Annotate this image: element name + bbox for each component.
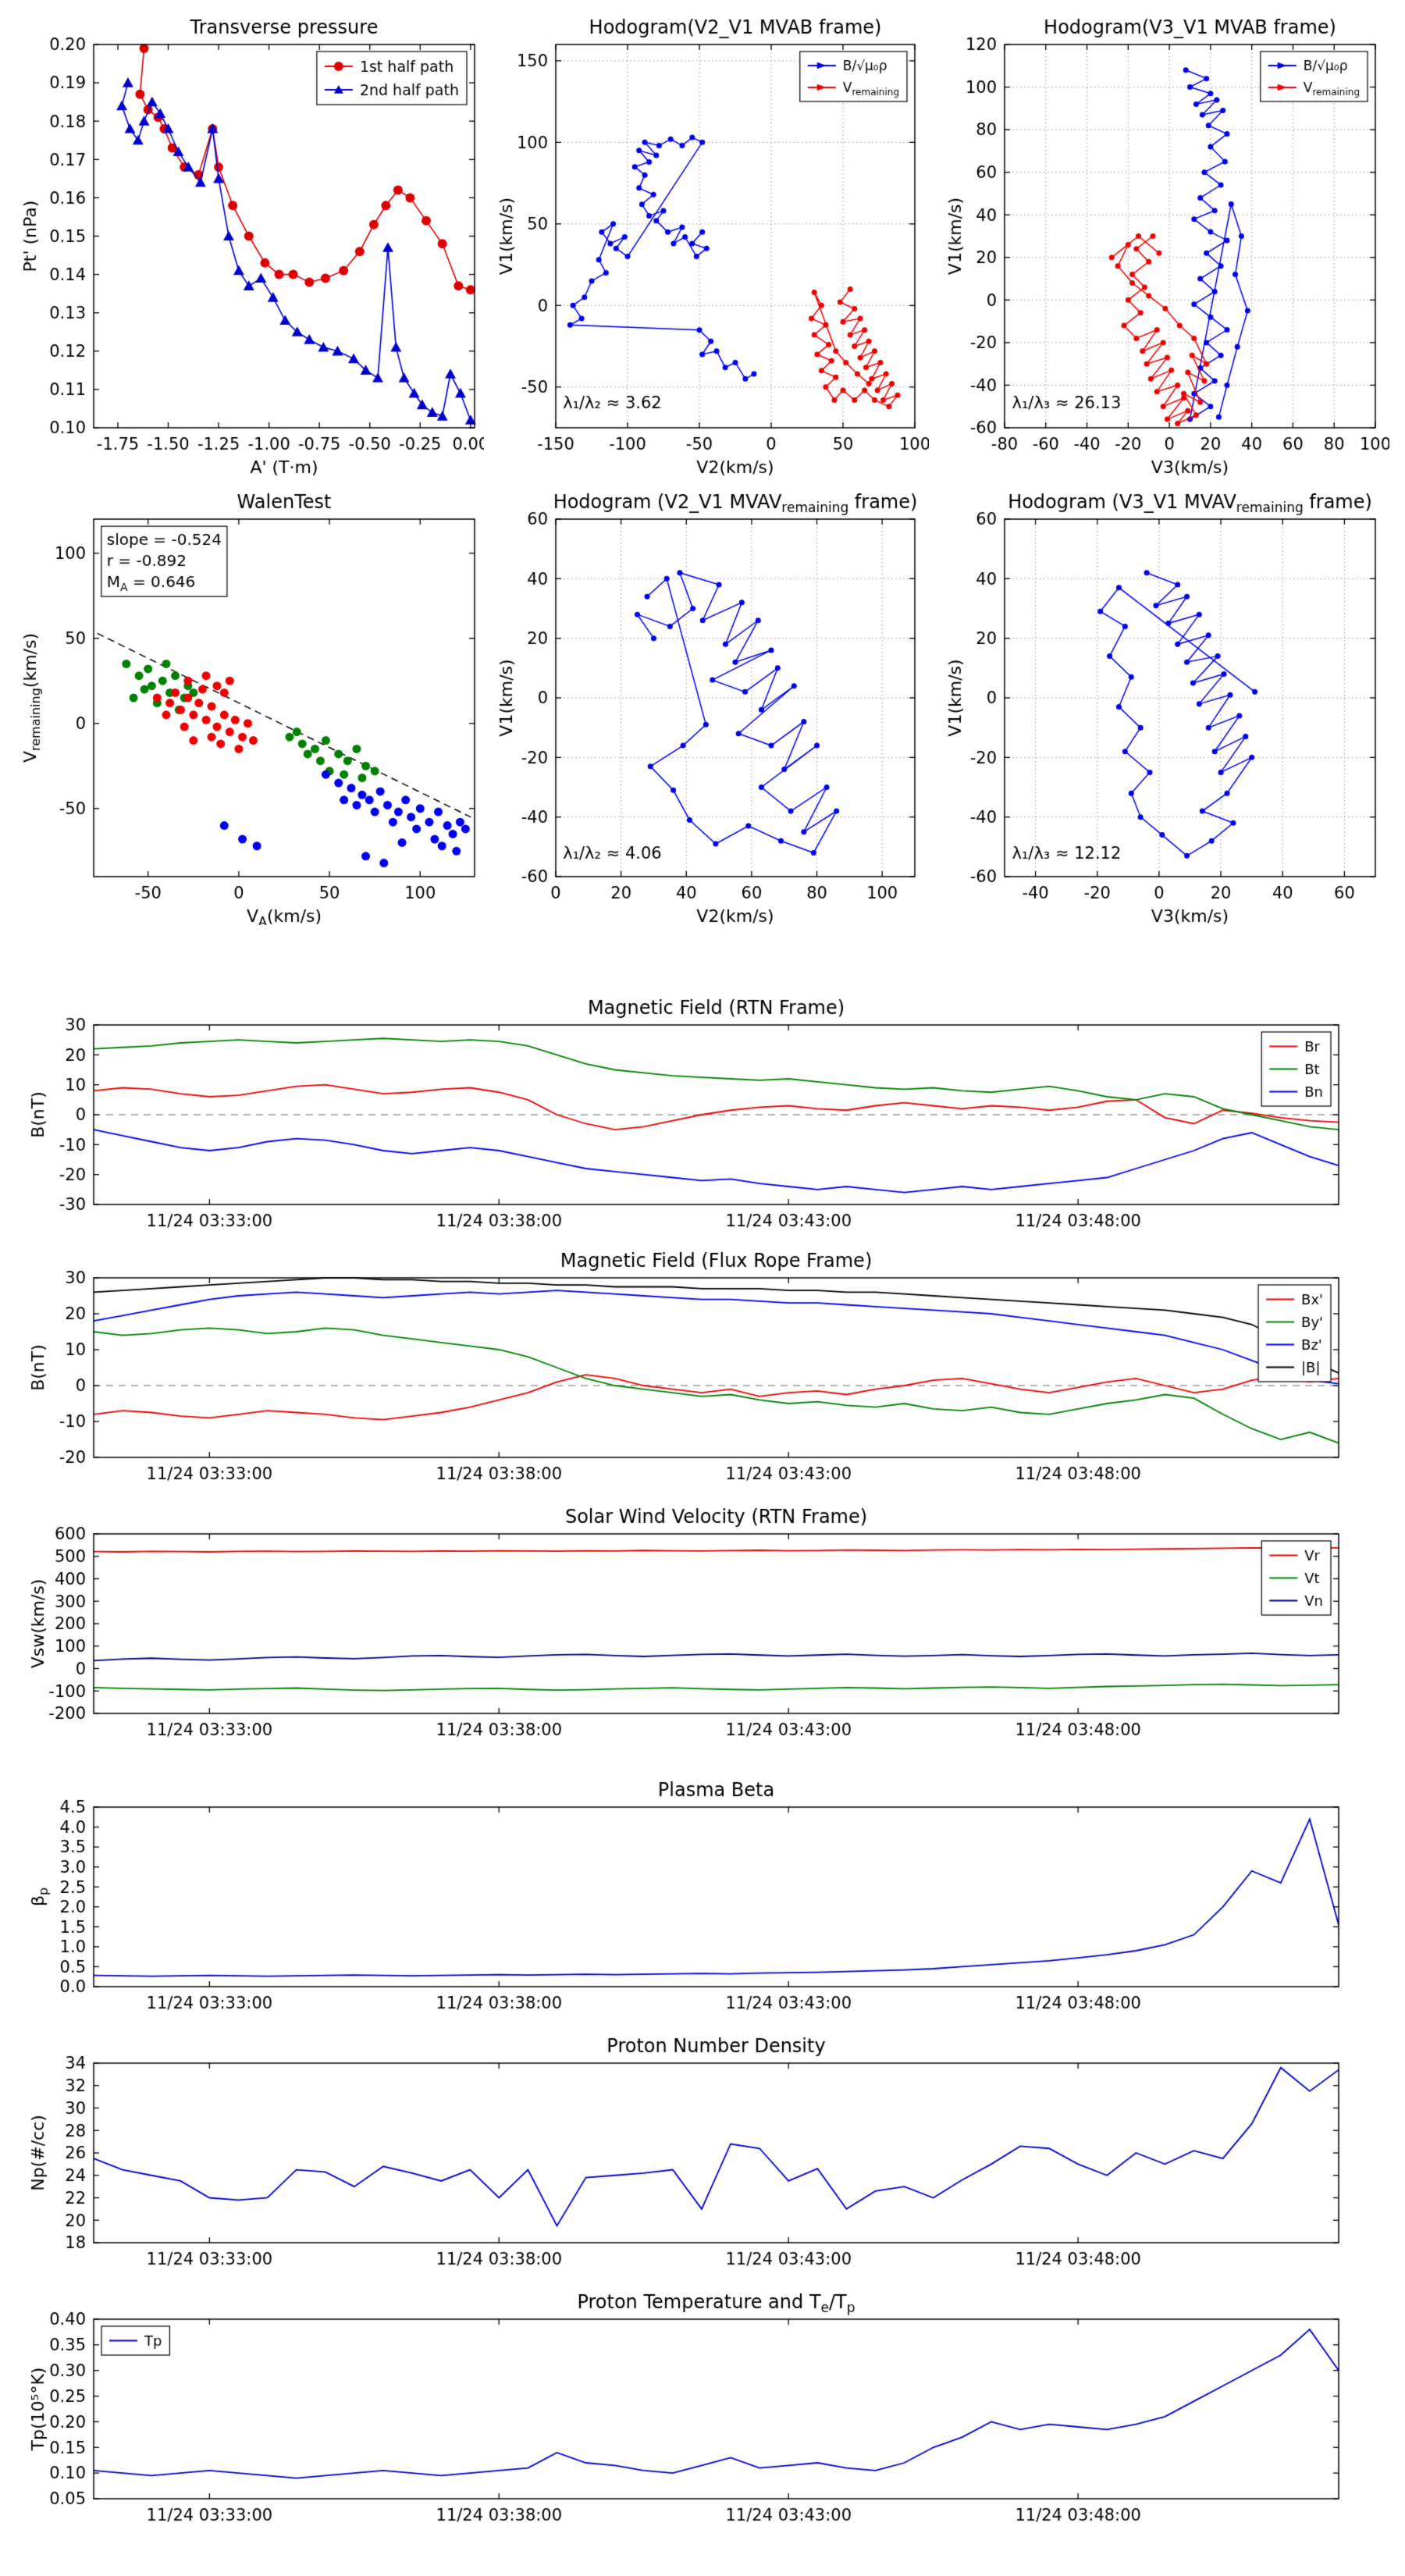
hodogram-v3v1-mvav-remaining-canvas	[941, 488, 1389, 925]
chart-hodogram-v3v1-mvab	[941, 12, 1389, 476]
hodogram-v2v1-mvab-canvas	[492, 12, 929, 476]
chart-walen-test	[16, 488, 484, 925]
chart-proton-number-density	[23, 2030, 1382, 2279]
hodogram-v3v1-mvab-canvas	[941, 12, 1389, 476]
chart-transverse-pressure	[16, 12, 484, 476]
magnetic-field-rtn-canvas	[23, 991, 1382, 1241]
chart-solar-wind-velocity	[23, 1500, 1382, 1750]
chart-hodogram-v3v1-mvav-remaining	[941, 488, 1389, 925]
chart-proton-temperature	[23, 2286, 1382, 2539]
chart-hodogram-v2v1-mvav-remaining	[492, 488, 929, 925]
chart-magnetic-field-rtn	[23, 991, 1382, 1241]
plasma-beta-canvas	[23, 1774, 1382, 2023]
chart-magnetic-field-flux-rope	[23, 1244, 1382, 1494]
proton-number-density-canvas	[23, 2030, 1382, 2279]
chart-plasma-beta	[23, 1774, 1382, 2023]
proton-temperature-canvas	[23, 2286, 1382, 2539]
chart-hodogram-v2v1-mvab	[492, 12, 929, 476]
transverse-pressure-canvas	[16, 12, 484, 476]
hodogram-v2v1-mvav-remaining-canvas	[492, 488, 929, 925]
magnetic-field-flux-rope-canvas	[23, 1244, 1382, 1494]
solar-wind-velocity-canvas	[23, 1500, 1382, 1750]
walen-test-canvas	[16, 488, 484, 925]
